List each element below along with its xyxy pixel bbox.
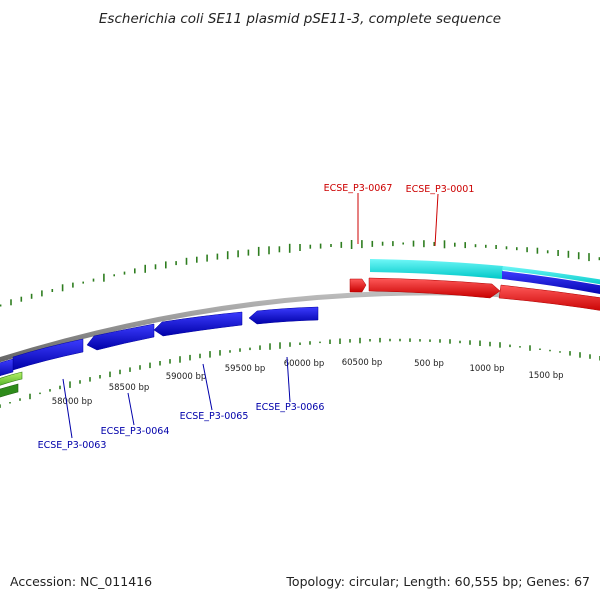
accession-text: Accession: NC_011416 [10,574,152,589]
leader-line-ecse-p3-0066 [286,356,291,403]
gene-arrow-ecse-p3-0001 [368,277,501,299]
bp-scale-labels: 58000 bp 58500 bp 59000 bp 59500 bp 6000… [52,358,564,407]
leader-line-ecse-p3-0001 [434,193,439,247]
gene-label-ecse-p3-0001: ECSE_P3-0001 [406,184,475,195]
gene-label-ecse-p3-0065: ECSE_P3-0065 [180,411,249,422]
bp-tick-label: 59500 bp [225,364,266,374]
green-feature [0,371,23,398]
leader-line-ecse-p3-0064 [127,392,135,426]
leader-line-ecse-p3-0063 [62,378,73,439]
gene-label-ecse-p3-0063: ECSE_P3-0063 [38,440,107,451]
bp-tick-label: 60500 bp [342,358,383,368]
gene-arrow-reverse-edge [0,358,14,377]
gene-label-ecse-p3-0064: ECSE_P3-0064 [101,426,170,437]
gene-labels: ECSE_P3-0067 ECSE_P3-0001 ECSE_P3-0063 E… [38,183,475,451]
green-feature-arc-dark [0,383,19,398]
green-feature-arc [0,371,23,386]
gene-label-ecse-p3-0067: ECSE_P3-0067 [324,183,393,194]
forward-genes [349,277,600,311]
backbone-circle [0,290,600,363]
outer-gc-dot-ring [0,240,600,307]
gene-arrow-ecse-p3-0066 [248,306,319,325]
bp-tick-label: 1000 bp [469,364,504,374]
bp-tick-label: 1500 bp [528,371,563,381]
reverse-genes [0,306,319,377]
gene-arrow-ecse-p3-0067 [349,278,367,293]
gene-label-leaders [62,193,439,439]
cog-cyan-arc-right [502,266,600,285]
gene-arrow-ecse-p3-0065 [153,311,243,337]
inner-gc-dot-ring [0,337,600,408]
gene-label-ecse-p3-0066: ECSE_P3-0066 [256,402,325,413]
gene-arrow-forward-3 [498,284,600,311]
cog-cyan-arc [370,259,503,279]
bp-tick-label: 58500 bp [109,383,150,393]
bp-tick-label: 500 bp [414,359,444,369]
leader-line-ecse-p3-0065 [202,363,213,411]
bp-tick-label: 59000 bp [166,372,207,382]
cog-track [370,259,600,295]
cog-blue-arc [502,271,600,295]
gene-arrow-ecse-p3-0064 [86,323,155,351]
bp-tick-label: 60000 bp [284,359,325,369]
map-title: Escherichia coli SE11 plasmid pSE11-3, c… [99,11,501,27]
bp-tick-label: 58000 bp [52,397,93,407]
topology-summary-text: Topology: circular; Length: 60,555 bp; G… [285,574,590,589]
